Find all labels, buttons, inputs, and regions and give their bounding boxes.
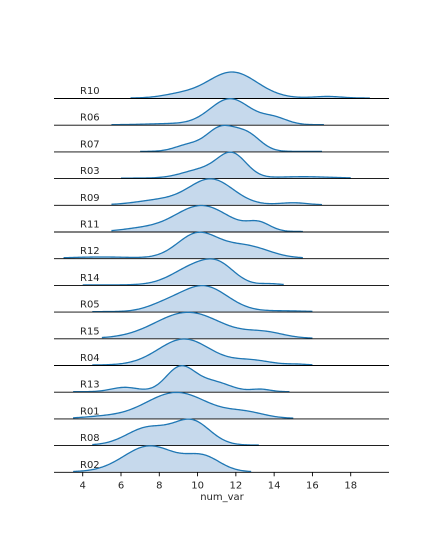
ridge-curve-r04 bbox=[92, 338, 313, 366]
x-axis: 4 6 8 10 12 14 16 18 bbox=[80, 472, 357, 491]
ridge-curve-r05 bbox=[92, 284, 313, 313]
row-label: R09 bbox=[80, 193, 100, 204]
ridge-r14: R14 bbox=[54, 258, 389, 286]
ridge-curve-r07 bbox=[140, 124, 322, 153]
ridge-fill-r04 bbox=[92, 339, 313, 365]
row-label: R07 bbox=[80, 139, 100, 150]
x-tick-label: 4 bbox=[80, 480, 86, 491]
x-tick-label: 10 bbox=[191, 480, 204, 491]
ridge-fill-r10 bbox=[130, 72, 370, 98]
x-tick-label: 18 bbox=[344, 480, 357, 491]
ridge-curve-r12 bbox=[63, 231, 303, 259]
ridge-curve-r03 bbox=[121, 151, 351, 179]
ridge-curve-r10 bbox=[130, 71, 370, 99]
ridge-fill-r11 bbox=[111, 205, 303, 232]
ridge-r15: R15 bbox=[54, 311, 389, 340]
ridge-r12: R12 bbox=[54, 231, 389, 260]
row-label: R13 bbox=[80, 380, 100, 391]
ridge-curve-r02 bbox=[73, 445, 252, 473]
ridge-curve-r08 bbox=[92, 418, 259, 446]
ridge-fill-r01 bbox=[73, 392, 294, 419]
x-tick-label: 6 bbox=[118, 480, 124, 491]
ridge-fill-r13 bbox=[73, 365, 290, 392]
ridge-r04: R04 bbox=[54, 338, 389, 366]
row-label: R11 bbox=[80, 220, 100, 231]
x-tick-label: 14 bbox=[268, 480, 281, 491]
row-label: R06 bbox=[80, 113, 100, 124]
ridge-curve-r13 bbox=[73, 365, 290, 393]
ridge-r07: R07 bbox=[54, 124, 389, 153]
ridge-r02: R02 bbox=[54, 445, 389, 473]
ridge-r11: R11 bbox=[54, 204, 389, 233]
x-tick-label: 8 bbox=[156, 480, 162, 491]
ridge-fill-r15 bbox=[101, 312, 313, 339]
x-tick-label: 16 bbox=[306, 480, 319, 491]
ridge-r03: R03 bbox=[54, 151, 389, 180]
row-label: R03 bbox=[80, 166, 100, 177]
ridge-fill-r12 bbox=[63, 232, 303, 259]
row-label: R08 bbox=[80, 433, 100, 444]
ridge-r01: R01 bbox=[54, 391, 389, 420]
ridge-curve-r14 bbox=[82, 258, 284, 286]
row-label: R14 bbox=[80, 273, 100, 284]
ridge-fill-r06 bbox=[111, 98, 324, 125]
ridge-curve-r15 bbox=[101, 311, 313, 339]
row-label: R01 bbox=[80, 406, 100, 417]
ridge-fill-r07 bbox=[140, 125, 322, 152]
ridge-r10: R10 bbox=[54, 71, 389, 99]
ridge-r06: R06 bbox=[54, 98, 389, 126]
x-axis-title: num_var bbox=[200, 492, 244, 503]
row-label: R10 bbox=[80, 86, 100, 97]
ridge-fill-r02 bbox=[73, 445, 252, 472]
row-label: R12 bbox=[80, 246, 100, 257]
ridge-r09: R09 bbox=[54, 178, 389, 206]
ridge-fill-r03 bbox=[121, 152, 351, 179]
ridge-curve-r06 bbox=[111, 98, 324, 126]
ridge-r05: R05 bbox=[54, 284, 389, 313]
row-label: R15 bbox=[80, 326, 100, 337]
ridge-curve-r11 bbox=[111, 204, 303, 233]
ridge-r08: R08 bbox=[54, 418, 389, 447]
ridge-curve-r09 bbox=[111, 178, 323, 206]
ridge-curve-r01 bbox=[73, 391, 294, 419]
ridge-r13: R13 bbox=[54, 365, 389, 393]
row-label: R05 bbox=[80, 300, 100, 311]
row-label: R02 bbox=[80, 460, 100, 471]
ridge-fill-r08 bbox=[92, 419, 259, 446]
ridge-fill-r05 bbox=[92, 285, 313, 312]
ridges-group: R10 R06 R07 R03 R09 R11 R12 R14 R05 R15 R04 R13 R01 R… bbox=[54, 71, 389, 473]
row-label: R04 bbox=[80, 353, 100, 364]
x-tick-label: 12 bbox=[229, 480, 242, 491]
ridge-fill-r14 bbox=[82, 258, 284, 285]
